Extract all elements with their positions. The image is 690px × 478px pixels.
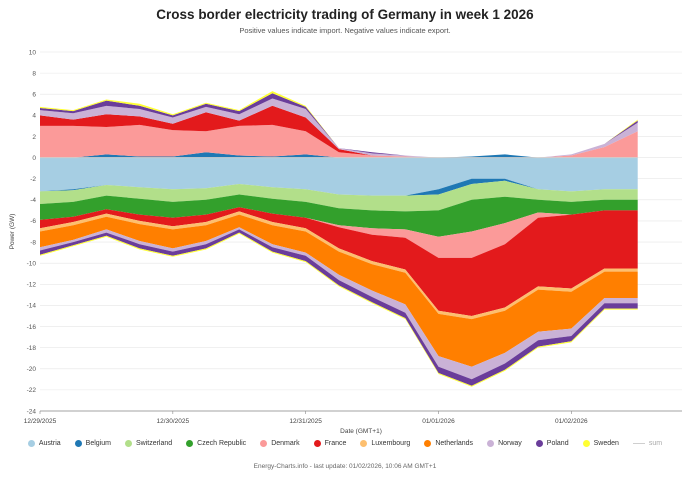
legend-swatch-luxembourg (360, 440, 368, 447)
legend-label-austria: Austria (38, 440, 61, 447)
y-tick-label: -12 (27, 282, 37, 289)
x-tick-label: 12/30/2025 (157, 418, 190, 425)
y-tick-label: -18 (27, 345, 37, 352)
series-czech-republic-export-area (40, 194, 638, 237)
legend-item-denmark[interactable]: Denmark (260, 440, 300, 447)
legend-label-sum: sum (648, 440, 663, 447)
y-tick-label: -2 (30, 176, 36, 183)
legend-label-france: France (324, 440, 347, 447)
legend-item-czech-republic[interactable]: Czech Republic (186, 440, 246, 447)
x-axis-title: Date (GMT+1) (340, 428, 382, 435)
y-axis-title: Power (GW) (9, 214, 16, 250)
y-tick-label: -10 (27, 260, 37, 267)
legend-item-belgium[interactable]: Belgium (74, 440, 111, 447)
y-tick-label: 10 (29, 49, 37, 56)
legend-label-belgium: Belgium (85, 440, 111, 447)
legend-label-denmark: Denmark (271, 440, 300, 447)
legend-swatch-sweden (582, 440, 590, 447)
legend-item-switzerland[interactable]: Switzerland (124, 440, 173, 447)
series-france-import-area (40, 105, 638, 158)
legend-label-switzerland: Switzerland (135, 440, 173, 447)
legend-label-czech-republic: Czech Republic (197, 440, 247, 447)
legend-swatch-poland (535, 440, 543, 447)
legend-label-netherlands: Netherlands (435, 440, 474, 447)
chart-subtitle: Positive values indicate import. Negativ… (239, 26, 451, 35)
y-tick-label: 0 (32, 155, 36, 162)
legend-item-norway[interactable]: Norway (487, 440, 522, 447)
y-tick-label: -20 (27, 366, 37, 373)
series-netherlands-export-area (40, 214, 638, 367)
legend-label-luxembourg: Luxembourg (371, 440, 411, 447)
legend-item-netherlands[interactable]: Netherlands (424, 440, 473, 447)
y-tick-label: -8 (30, 239, 36, 246)
legend-swatch-netherlands (424, 440, 432, 447)
y-tick-label: -24 (27, 408, 37, 415)
x-tick-label: 12/29/2025 (24, 418, 57, 425)
legend-label-sweden: Sweden (593, 440, 619, 447)
legend-item-luxembourg[interactable]: Luxembourg (360, 440, 410, 447)
y-tick-label: -14 (27, 303, 37, 310)
series-belgium-import-area (40, 152, 638, 158)
x-tick-label: 01/01/2026 (422, 418, 455, 425)
x-tick-label: 12/31/2025 (289, 418, 322, 425)
footer-credit: Energy-Charts.info - last update: 01/02/… (253, 463, 437, 470)
legend-item-poland[interactable]: Poland (535, 440, 569, 447)
legend-swatch-czech-republic (186, 440, 194, 447)
series-denmark-export-area (40, 207, 638, 258)
chart-legend: Austria Belgium Switzerland Czech Republic D… (0, 440, 690, 447)
legend-swatch-belgium (74, 440, 82, 447)
legend-swatch-austria (27, 440, 35, 447)
y-tick-label: 2 (32, 134, 36, 141)
legend-swatch-norway (487, 440, 495, 447)
legend-swatch-denmark (260, 440, 268, 447)
series-france-export-area (40, 207, 638, 316)
y-tick-label: 8 (32, 70, 36, 77)
y-tick-label: -22 (27, 387, 37, 394)
y-tick-label: 6 (32, 92, 36, 99)
legend-item-austria[interactable]: Austria (27, 440, 61, 447)
y-tick-label: 4 (32, 113, 36, 120)
legend-swatch-france (313, 440, 321, 447)
series-austria-export-area (40, 157, 638, 196)
y-tick-label: -4 (30, 197, 36, 204)
legend-swatch-switzerland (124, 440, 132, 447)
legend-item-sweden[interactable]: Sweden (582, 440, 619, 447)
x-tick-label: 01/02/2026 (555, 418, 588, 425)
series-denmark-import-area (40, 124, 638, 158)
y-tick-label: -6 (30, 218, 36, 225)
legend-swatch-sum (632, 443, 645, 444)
legend-item-sum[interactable]: sum (632, 440, 663, 447)
legend-item-france[interactable]: France (313, 440, 347, 447)
chart-title: Cross border electricity trading of Germ… (156, 7, 534, 22)
legend-label-poland: Poland (546, 440, 569, 447)
legend-label-norway: Norway (498, 440, 522, 447)
y-tick-label: -16 (27, 324, 37, 331)
series-norway-import-area (40, 98, 638, 158)
series-switzerland-export-area (40, 180, 638, 212)
